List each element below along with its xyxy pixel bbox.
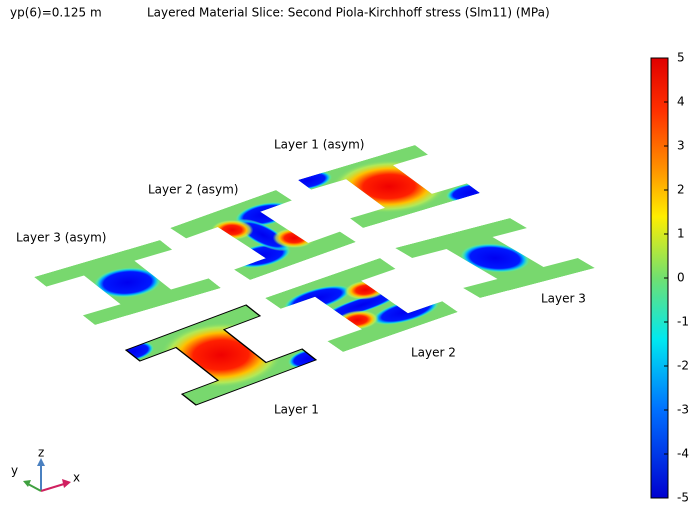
layer-label: Layer 2 (asym) xyxy=(148,183,238,197)
colorbar-tick-label: -2 xyxy=(677,359,689,373)
colorbar-tick-label: 5 xyxy=(677,51,685,65)
colorbar-tick-label: 1 xyxy=(677,227,685,241)
plot-title: Layered Material Slice: Second Piola-Kir… xyxy=(147,6,550,20)
plot-window: yp(6)=0.125 m Layered Material Slice: Se… xyxy=(0,0,697,507)
colorbar-tick-label: -1 xyxy=(677,315,689,329)
axis-label: x xyxy=(73,471,80,485)
axis-label: y xyxy=(11,464,18,478)
plate xyxy=(265,258,458,352)
colorbar-tick-label: 4 xyxy=(677,95,685,109)
plate xyxy=(34,240,221,325)
layer-label: Layer 2 xyxy=(411,346,456,360)
layer-label: Layer 1 xyxy=(274,403,319,417)
axis-triad: z y x xyxy=(11,446,80,492)
colorbar-tick-label: 0 xyxy=(677,271,685,285)
colorbar-tick-label: -3 xyxy=(677,403,689,417)
layer-label: Layer 1 (asym) xyxy=(274,138,364,152)
colorbar-tick-label: -4 xyxy=(677,447,689,461)
plate xyxy=(105,295,337,416)
colorbar-tick-label: -5 xyxy=(677,491,689,505)
parameter-label: yp(6)=0.125 m xyxy=(10,6,102,20)
axis-label: z xyxy=(38,446,44,460)
colorbar-tick-label: 2 xyxy=(677,183,685,197)
layer-label: Layer 3 (asym) xyxy=(16,231,106,245)
plate xyxy=(170,190,356,280)
colorbar-tick-label: 3 xyxy=(677,139,685,153)
layer-label: Layer 3 xyxy=(541,292,586,306)
plate xyxy=(395,218,595,298)
